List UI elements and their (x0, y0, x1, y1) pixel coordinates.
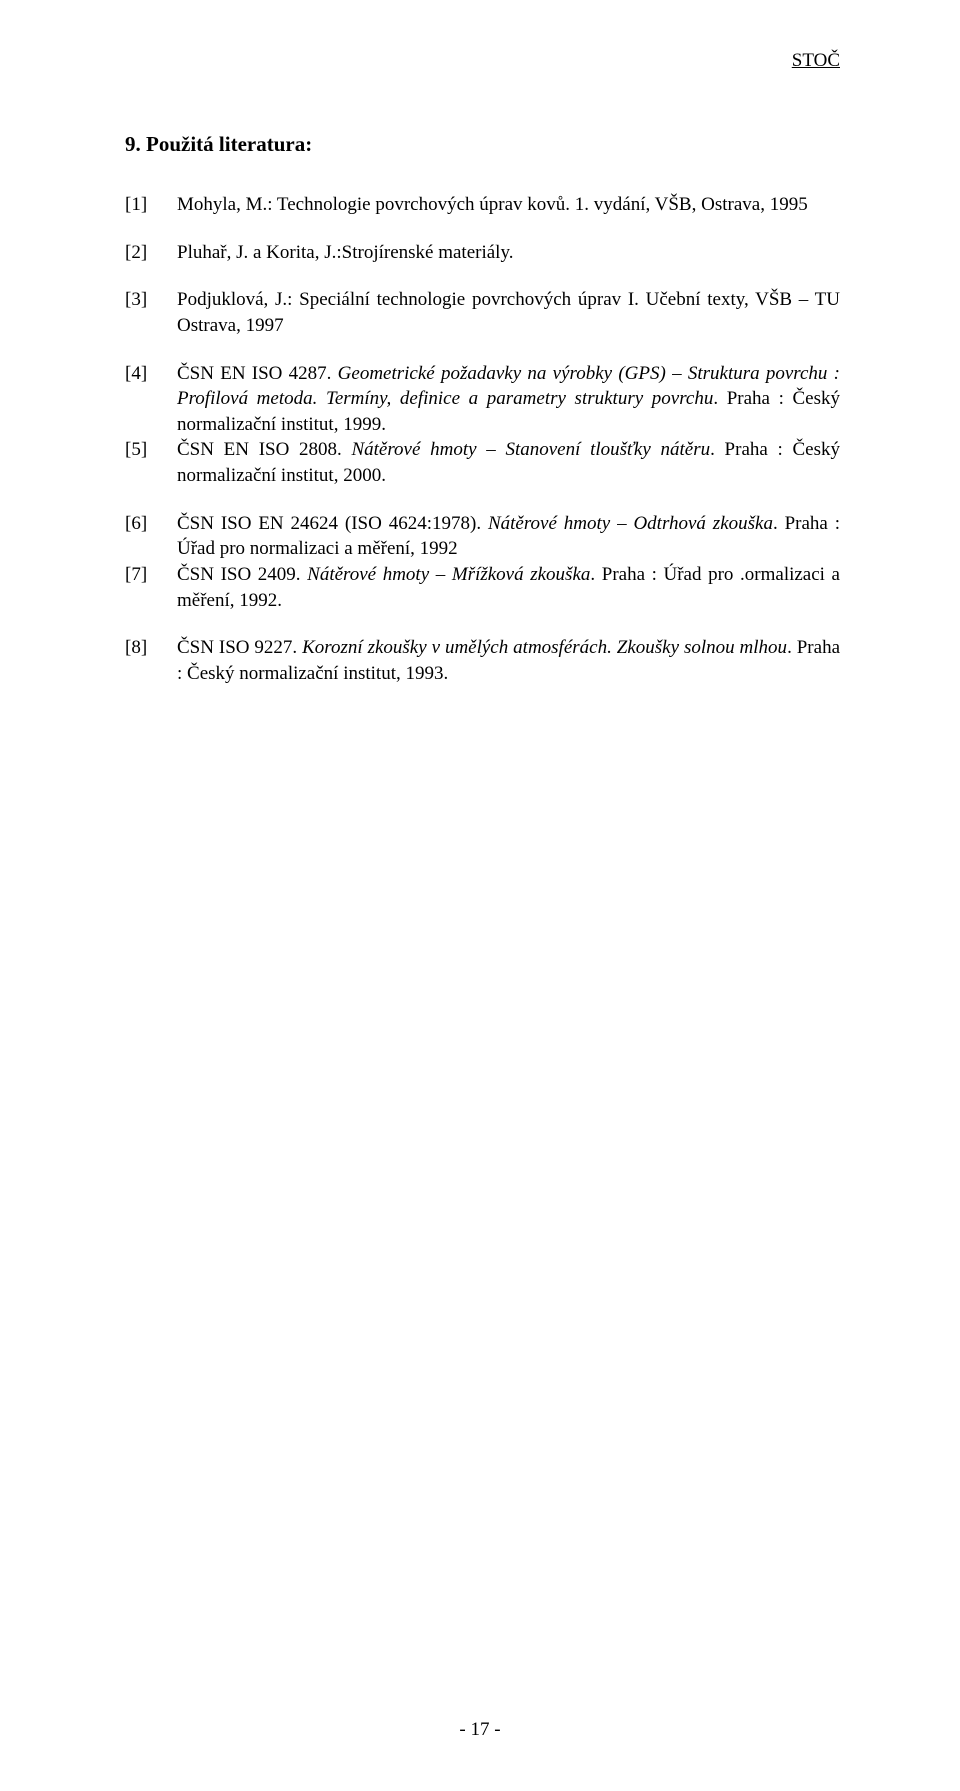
reference-item: [7] ČSN ISO 2409. Nátěrové hmoty – Mřížk… (125, 562, 840, 613)
reference-prefix: ČSN ISO 9227. (177, 637, 302, 658)
reference-number: [1] (125, 192, 177, 218)
reference-item: [1] Mohyla, M.: Technologie povrchových … (125, 192, 840, 218)
reference-prefix: ČSN ISO EN 24624 (ISO 4624:1978). (177, 513, 488, 534)
reference-text: ČSN ISO EN 24624 (ISO 4624:1978). Nátěro… (177, 511, 840, 562)
reference-number: [5] (125, 437, 177, 488)
reference-prefix: ČSN EN ISO 2808. (177, 439, 351, 460)
section-title: 9. Použitá literatura: (125, 132, 840, 157)
reference-item: [2] Pluhař, J. a Korita, J.:Strojírenské… (125, 240, 840, 266)
page-number: - 17 - (0, 1719, 960, 1741)
reference-text: Podjuklová, J.: Speciální technologie po… (177, 287, 840, 338)
reference-number: [8] (125, 635, 177, 686)
reference-text: ČSN ISO 2409. Nátěrové hmoty – Mřížková … (177, 562, 840, 613)
reference-item: [5] ČSN EN ISO 2808. Nátěrové hmoty – St… (125, 437, 840, 488)
reference-italic: Nátěrové hmoty – Odtrhová zkouška (488, 513, 773, 534)
reference-prefix: ČSN EN ISO 4287. (177, 363, 338, 384)
reference-number: [2] (125, 240, 177, 266)
reference-italic: Nátěrové hmoty – Stanovení tloušťky nátě… (351, 439, 710, 460)
reference-italic: Nátěrové hmoty – Mřížková zkouška (307, 564, 590, 585)
reference-item: [3] Podjuklová, J.: Speciální technologi… (125, 287, 840, 338)
reference-number: [6] (125, 511, 177, 562)
reference-list: [1] Mohyla, M.: Technologie povrchových … (125, 192, 840, 687)
reference-number: [3] (125, 287, 177, 338)
reference-text: ČSN ISO 9227. Korozní zkoušky v umělých … (177, 635, 840, 686)
reference-text: Pluhař, J. a Korita, J.:Strojírenské mat… (177, 240, 840, 266)
header-right-label: STOČ (125, 50, 840, 72)
reference-item: [8] ČSN ISO 9227. Korozní zkoušky v uměl… (125, 635, 840, 686)
reference-text: ČSN EN ISO 4287. Geometrické požadavky n… (177, 361, 840, 438)
reference-number: [4] (125, 361, 177, 438)
reference-item: [6] ČSN ISO EN 24624 (ISO 4624:1978). Ná… (125, 511, 840, 562)
reference-text: Mohyla, M.: Technologie povrchových úpra… (177, 192, 840, 218)
reference-item: [4] ČSN EN ISO 4287. Geometrické požadav… (125, 361, 840, 438)
reference-prefix: ČSN ISO 2409. (177, 564, 307, 585)
document-page: STOČ 9. Použitá literatura: [1] Mohyla, … (0, 0, 960, 759)
reference-text: ČSN EN ISO 2808. Nátěrové hmoty – Stanov… (177, 437, 840, 488)
reference-number: [7] (125, 562, 177, 613)
reference-italic: Korozní zkoušky v umělých atmosférách. Z… (302, 637, 787, 658)
